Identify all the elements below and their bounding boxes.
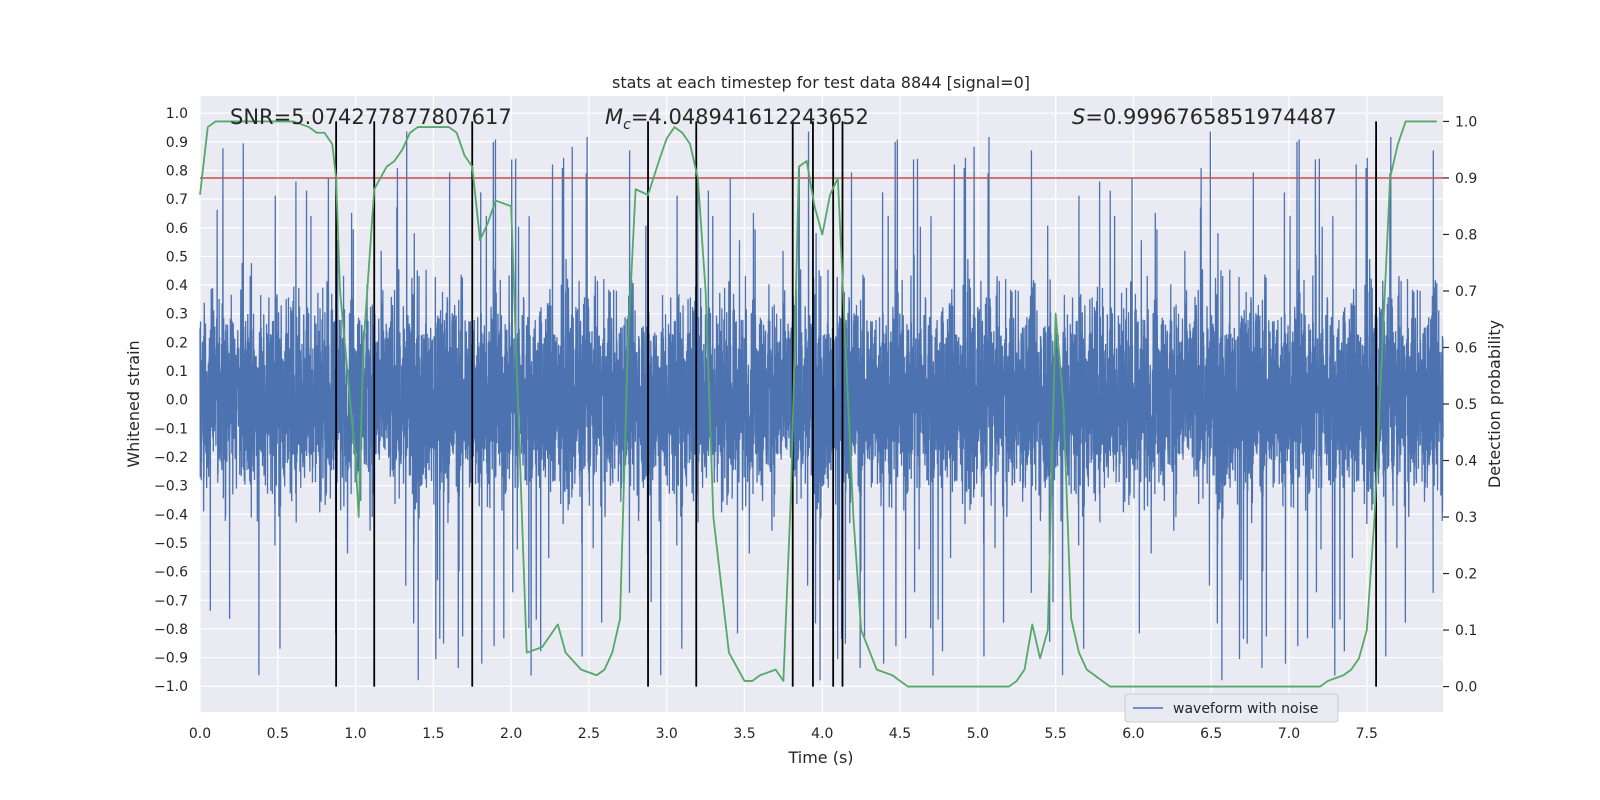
waveform-line — [199, 131, 1444, 681]
x-tick-label-4: 2.0 — [500, 726, 522, 742]
left-y-tick-label-14: −0.4 — [154, 507, 188, 523]
x-tick-label-10: 5.0 — [967, 726, 989, 742]
score-annotation: S=0.9996765851974487 — [1072, 105, 1337, 129]
left-y-axis-label: Whitened strain — [124, 340, 143, 467]
chirp-mass-symbol: M — [605, 105, 623, 129]
x-tick-label-13: 6.5 — [1200, 726, 1222, 742]
right-y-tick-label-7: 0.3 — [1455, 510, 1477, 526]
left-y-tick-label-20: −1.0 — [154, 679, 188, 695]
tick-labels: 0.0 0.5 1.0 1.5 2.0 2.5 3.0 3.5 4.0 4.5 5.0 5.5 6.0 6… — [154, 106, 1477, 742]
x-tick-label-5: 2.5 — [578, 726, 600, 742]
left-y-tick-label-8: 0.2 — [166, 335, 188, 351]
probability-series — [199, 120, 1437, 688]
left-y-tick-label-17: −0.7 — [154, 593, 188, 609]
legend-waveform-label: waveform with noise — [1173, 701, 1318, 717]
right-y-tick-label-1: 0.9 — [1455, 171, 1477, 187]
x-axis-label: Time (s) — [787, 748, 853, 767]
chart-title: stats at each timestep for test data 884… — [612, 73, 1030, 92]
left-y-tick-label-15: −0.5 — [154, 536, 188, 552]
left-y-tick-label-19: −0.9 — [154, 651, 188, 667]
left-y-tick-label-18: −0.8 — [154, 622, 188, 638]
right-y-tick-label-6: 0.4 — [1455, 454, 1477, 470]
right-y-tick-label-2: 0.8 — [1455, 227, 1477, 243]
right-y-tick-label-3: 0.7 — [1455, 284, 1477, 300]
x-tick-label-0: 0.0 — [189, 726, 211, 742]
right-y-axis-label: Detection probability — [1485, 320, 1504, 488]
left-y-tick-label-11: −0.1 — [154, 421, 188, 437]
left-y-tick-label-7: 0.3 — [166, 307, 188, 323]
snr-annotation: SNR=5.074277877807617 — [230, 105, 512, 129]
right-y-tick-label-5: 0.5 — [1455, 397, 1477, 413]
x-tick-label-2: 1.0 — [344, 726, 366, 742]
left-y-tick-label-12: −0.2 — [154, 450, 188, 466]
score-value: =0.9996765851974487 — [1085, 105, 1336, 129]
x-tick-label-7: 3.5 — [733, 726, 755, 742]
left-y-tick-label-0: 1.0 — [166, 106, 188, 122]
left-y-tick-label-6: 0.4 — [166, 278, 188, 294]
x-tick-label-8: 4.0 — [811, 726, 833, 742]
x-tick-label-3: 1.5 — [422, 726, 444, 742]
x-tick-label-11: 5.5 — [1044, 726, 1066, 742]
legend: waveform with noise — [1124, 693, 1339, 723]
x-tick-label-14: 7.0 — [1278, 726, 1300, 742]
x-tick-label-12: 6.0 — [1122, 726, 1144, 742]
left-y-tick-label-5: 0.5 — [166, 249, 188, 265]
left-y-tick-label-16: −0.6 — [154, 565, 188, 581]
probability-line — [199, 120, 1437, 688]
score-symbol: S — [1072, 105, 1085, 129]
left-y-tick-label-3: 0.7 — [166, 192, 188, 208]
chirp-mass-annotation: Mc=4.048941612243652 — [605, 105, 869, 133]
right-y-tick-label-0: 1.0 — [1455, 114, 1477, 130]
left-y-tick-label-2: 0.8 — [166, 163, 188, 179]
right-y-tick-label-8: 0.2 — [1455, 567, 1477, 583]
legend-box — [1124, 693, 1339, 723]
x-tick-label-6: 3.0 — [656, 726, 678, 742]
left-y-tick-label-4: 0.6 — [166, 221, 188, 237]
left-y-tick-label-9: 0.1 — [166, 364, 188, 380]
chirp-mass-value: =4.048941612243652 — [631, 105, 869, 129]
x-tick-label-9: 4.5 — [889, 726, 911, 742]
right-y-tick-label-4: 0.6 — [1455, 340, 1477, 356]
x-tick-label-15: 7.5 — [1356, 726, 1378, 742]
x-tick-label-1: 0.5 — [267, 726, 289, 742]
left-y-tick-label-10: 0.0 — [166, 393, 188, 409]
left-y-tick-label-13: −0.3 — [154, 479, 188, 495]
right-y-tick-label-10: 0.0 — [1455, 680, 1477, 696]
left-y-tick-label-1: 0.9 — [166, 135, 188, 151]
right-y-tick-label-9: 0.1 — [1455, 623, 1477, 639]
chirp-mass-subscript: c — [623, 117, 631, 133]
waveform-series — [199, 131, 1444, 681]
